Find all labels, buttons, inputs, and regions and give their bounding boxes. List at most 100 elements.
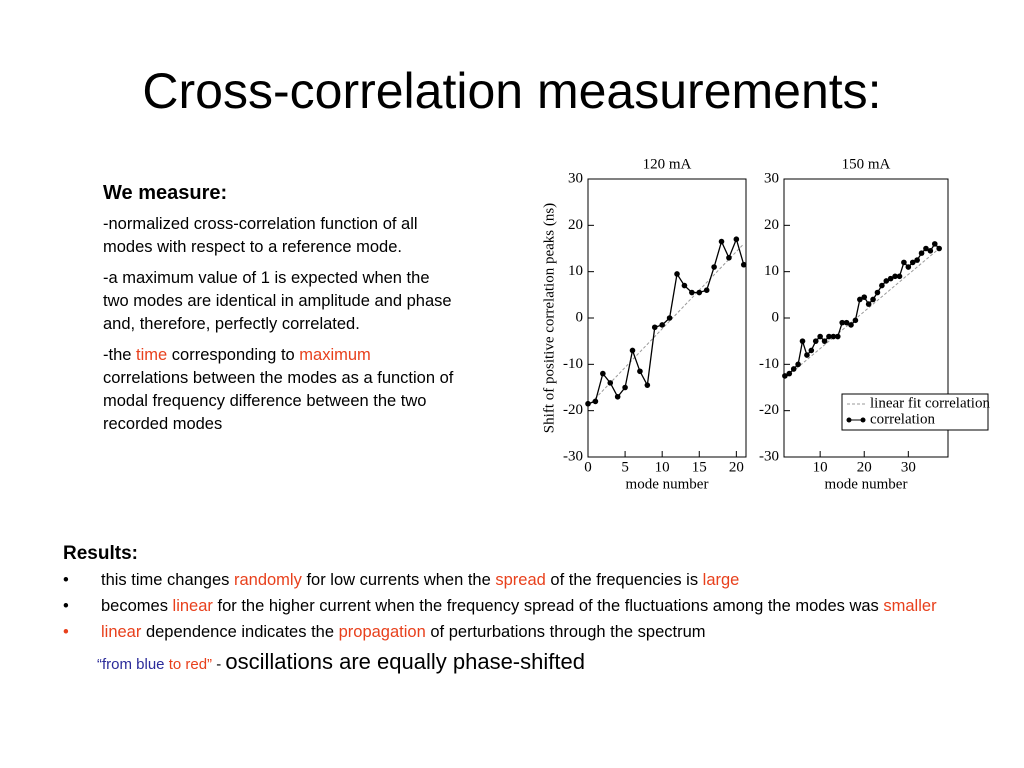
x-axis-label: mode number	[626, 476, 709, 492]
text-run: smaller	[883, 597, 937, 615]
data-point	[879, 282, 885, 289]
paragraph: -the time corresponding to maximum corre…	[103, 344, 458, 436]
data-point	[852, 317, 859, 324]
text-run: becomes	[101, 597, 173, 615]
text-run: -	[212, 656, 226, 673]
data-point	[629, 347, 636, 354]
data-point	[865, 301, 872, 307]
data-point	[804, 352, 810, 358]
data-point	[914, 257, 920, 263]
data-point	[931, 241, 938, 247]
data-point	[901, 259, 907, 266]
text-run: -a maximum value of 1 is expected when t…	[103, 269, 452, 333]
text-run: linear	[101, 623, 142, 641]
data-point	[812, 338, 819, 344]
text-run: “from blue	[97, 656, 165, 673]
bullet: •	[63, 571, 69, 589]
data-point	[790, 366, 797, 372]
y-tick-label: 30	[568, 170, 583, 186]
x-axis-label: mode number	[825, 476, 908, 492]
y-tick-label: -30	[759, 448, 779, 464]
data-point	[607, 380, 614, 386]
results-block: Results: • this time changes randomly for…	[63, 543, 963, 675]
text-run: linear	[172, 597, 213, 615]
data-point	[696, 289, 703, 296]
data-point	[592, 398, 599, 405]
data-point	[830, 333, 837, 340]
y-tick-label: -10	[563, 356, 583, 372]
text-run: for low currents when the	[301, 571, 496, 589]
text-run: -normalized cross-correlation function o…	[103, 215, 418, 256]
x-tick-label: 20	[729, 459, 744, 475]
bullet-text: this time changes randomly for low curre…	[101, 570, 739, 591]
bullet-item: • this time changes randomly for low curr…	[63, 570, 963, 591]
y-tick-label: -10	[759, 356, 779, 372]
chart-title: 120 mA	[643, 156, 692, 172]
data-point	[614, 393, 621, 400]
data-point	[799, 338, 806, 344]
text-run: oscillations are equally phase-shifted	[225, 649, 585, 674]
data-point	[726, 254, 732, 261]
legend-label: linear fit correlation	[870, 395, 990, 411]
y-tick-label: -20	[563, 402, 583, 418]
text-run: of perturbations through the spectrum	[425, 623, 706, 641]
text-run: dependence indicates the	[141, 623, 339, 641]
data-point	[839, 319, 845, 326]
data-point	[843, 319, 850, 326]
data-point	[666, 315, 673, 321]
data-point	[659, 322, 665, 328]
data-point	[600, 370, 606, 377]
y-axis-label: Shift of positive correlation peaks (ns)	[541, 203, 557, 433]
text-run: randomly	[233, 571, 302, 589]
data-point	[674, 271, 680, 277]
y-tick-label: 30	[764, 170, 779, 186]
text-run: time	[136, 346, 168, 364]
y-tick-label: -20	[759, 402, 779, 418]
slide-title: Cross-correlation measurements:	[142, 63, 882, 119]
data-point	[821, 338, 828, 344]
text-run: correlations between the modes as a func…	[103, 369, 454, 433]
x-tick-label: 20	[857, 459, 872, 475]
text-run: spread	[495, 571, 546, 589]
text-run: large	[702, 571, 740, 589]
bullet-text: linear dependence indicates the propagat…	[101, 622, 706, 643]
bullet: •	[63, 623, 69, 641]
y-tick-label: 10	[764, 263, 779, 279]
data-point	[711, 264, 717, 270]
data-point	[740, 261, 747, 268]
data-point	[936, 245, 942, 252]
data-point	[817, 333, 823, 340]
x-tick-label: 30	[901, 459, 916, 475]
data-point	[585, 400, 591, 407]
y-tick-label: 0	[576, 309, 584, 325]
paragraph: -a maximum value of 1 is expected when t…	[103, 267, 458, 336]
data-point	[644, 382, 651, 388]
data-point	[887, 275, 894, 282]
measure-block: We measure: -normalized cross-correlatio…	[103, 182, 458, 444]
data-point	[905, 264, 912, 270]
data-point	[909, 259, 916, 266]
legend-label: correlation	[870, 411, 935, 427]
x-tick-label: 10	[655, 459, 670, 475]
text-run: for the higher current when the frequenc…	[212, 597, 884, 615]
data-point	[857, 296, 863, 303]
data-point	[861, 294, 868, 300]
data-point	[834, 333, 841, 340]
y-tick-label: 20	[764, 217, 779, 233]
data-point	[883, 278, 890, 284]
text-run: -the	[103, 346, 137, 364]
bullet-item: • becomes linear for the higher current w…	[63, 596, 963, 617]
bullet-text: becomes linear for the higher current wh…	[101, 596, 937, 617]
results-heading: Results:	[63, 543, 138, 564]
data-point	[733, 236, 740, 243]
data-point	[786, 370, 793, 377]
y-tick-label: 0	[772, 309, 780, 325]
series-line	[587, 237, 745, 405]
text-run: corresponding to	[167, 346, 300, 364]
text-run: to red”	[164, 656, 213, 673]
bullet-item: • linear dependence indicates the propaga…	[63, 622, 963, 643]
data-point	[795, 361, 801, 368]
data-point	[927, 248, 934, 254]
